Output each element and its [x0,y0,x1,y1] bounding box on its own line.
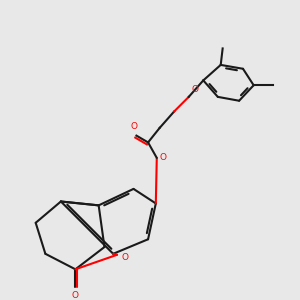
Text: O: O [159,153,166,162]
Text: O: O [130,122,137,131]
Text: O: O [192,85,199,94]
Text: O: O [122,253,128,262]
Text: O: O [72,291,79,300]
